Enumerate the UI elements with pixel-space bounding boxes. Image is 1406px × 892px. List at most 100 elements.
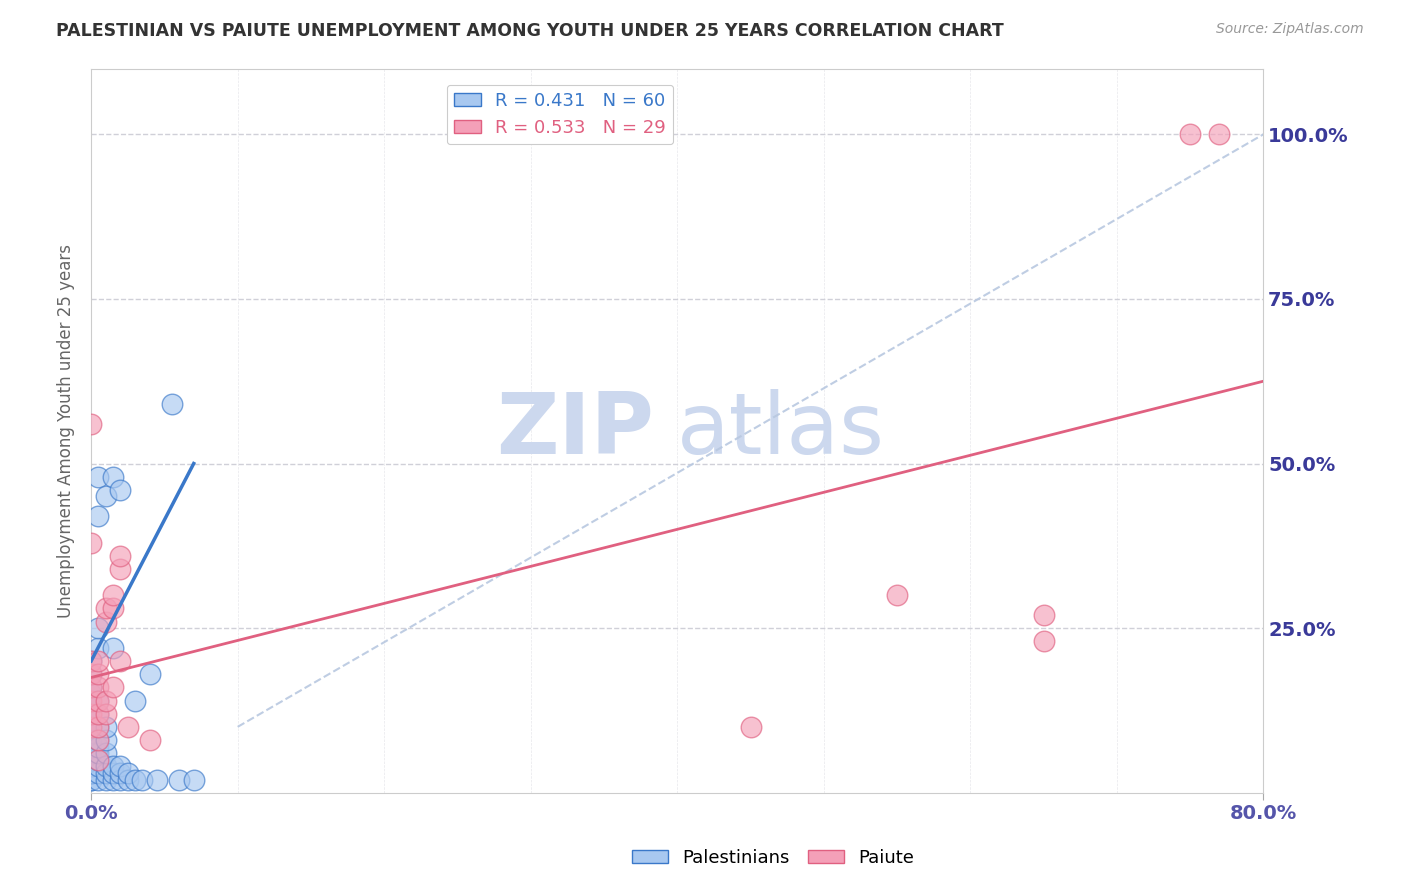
Point [87, 746, 110, 760]
Point [87, 772, 110, 787]
Point [124, 693, 146, 707]
Point [80, 535, 103, 549]
Point [101, 766, 124, 780]
Point [87, 706, 110, 721]
Point [101, 772, 124, 787]
Point [94, 490, 117, 504]
Point [139, 667, 162, 681]
Text: atlas: atlas [678, 389, 886, 472]
Point [94, 772, 117, 787]
Point [80, 706, 103, 721]
Point [87, 654, 110, 668]
Point [87, 509, 110, 524]
Point [80, 772, 103, 787]
Y-axis label: Unemployment Among Youth under 25 years: Unemployment Among Youth under 25 years [58, 244, 75, 617]
Point [110, 759, 132, 773]
Point [183, 772, 205, 787]
Point [101, 588, 124, 602]
Point [80, 706, 103, 721]
Point [94, 615, 117, 629]
Legend: Palestinians, Paiute: Palestinians, Paiute [624, 842, 922, 874]
Point [117, 772, 139, 787]
Point [1178, 128, 1201, 142]
Point [80, 720, 103, 734]
Point [94, 693, 117, 707]
Point [94, 746, 117, 760]
Point [80, 687, 103, 701]
Point [117, 720, 139, 734]
Legend: R = 0.431   N = 60, R = 0.533   N = 29: R = 0.431 N = 60, R = 0.533 N = 29 [447, 85, 673, 145]
Point [80, 654, 103, 668]
Point [87, 640, 110, 655]
Point [87, 733, 110, 747]
Point [80, 654, 103, 668]
Point [124, 772, 146, 787]
Point [80, 700, 103, 714]
Point [80, 713, 103, 727]
Point [80, 667, 103, 681]
Point [146, 772, 169, 787]
Point [1032, 634, 1054, 648]
Point [131, 772, 153, 787]
Point [80, 772, 103, 787]
Point [101, 640, 124, 655]
Point [80, 753, 103, 767]
Point [80, 417, 103, 431]
Point [80, 733, 103, 747]
Point [110, 549, 132, 563]
Point [167, 772, 190, 787]
Point [160, 397, 183, 411]
Point [94, 601, 117, 615]
Point [94, 759, 117, 773]
Point [87, 693, 110, 707]
Point [94, 706, 117, 721]
Point [80, 681, 103, 695]
Point [80, 667, 103, 681]
Point [117, 766, 139, 780]
Point [80, 693, 103, 707]
Point [87, 753, 110, 767]
Point [94, 733, 117, 747]
Text: Source: ZipAtlas.com: Source: ZipAtlas.com [1216, 22, 1364, 37]
Point [80, 759, 103, 773]
Point [1208, 128, 1230, 142]
Point [87, 720, 110, 734]
Point [101, 681, 124, 695]
Point [139, 733, 162, 747]
Point [80, 739, 103, 754]
Point [94, 766, 117, 780]
Point [87, 739, 110, 754]
Point [80, 726, 103, 740]
Point [80, 766, 103, 780]
Point [80, 759, 103, 773]
Point [110, 562, 132, 576]
Point [110, 766, 132, 780]
Point [101, 469, 124, 483]
Point [110, 772, 132, 787]
Point [1032, 607, 1054, 622]
Text: PALESTINIAN VS PAIUTE UNEMPLOYMENT AMONG YOUTH UNDER 25 YEARS CORRELATION CHART: PALESTINIAN VS PAIUTE UNEMPLOYMENT AMONG… [56, 22, 1004, 40]
Point [80, 681, 103, 695]
Point [101, 601, 124, 615]
Point [87, 621, 110, 635]
Point [101, 759, 124, 773]
Point [80, 753, 103, 767]
Point [87, 706, 110, 721]
Point [110, 654, 132, 668]
Text: ZIP: ZIP [496, 389, 654, 472]
Point [80, 766, 103, 780]
Point [87, 733, 110, 747]
Point [740, 720, 762, 734]
Point [94, 720, 117, 734]
Point [87, 693, 110, 707]
Point [80, 746, 103, 760]
Point [87, 720, 110, 734]
Point [87, 667, 110, 681]
Point [886, 588, 908, 602]
Point [110, 483, 132, 497]
Point [87, 753, 110, 767]
Point [80, 720, 103, 734]
Point [87, 469, 110, 483]
Point [87, 766, 110, 780]
Point [87, 681, 110, 695]
